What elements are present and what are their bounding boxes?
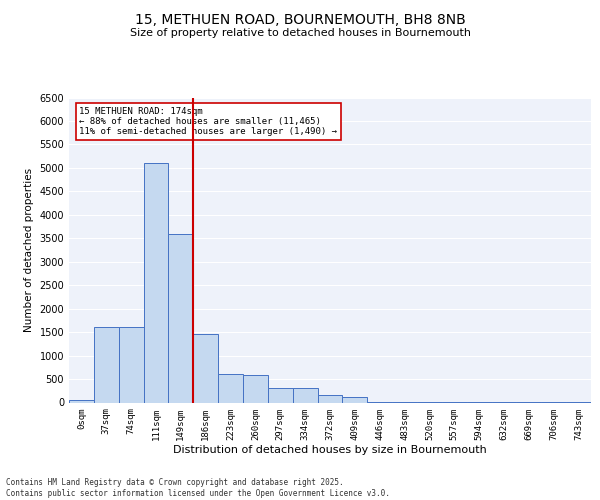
Bar [69, 400, 94, 402]
Bar [218, 374, 243, 402]
Bar [169, 234, 193, 402]
Text: 15 METHUEN ROAD: 174sqm
← 88% of detached houses are smaller (11,465)
11% of sem: 15 METHUEN ROAD: 174sqm ← 88% of detache… [79, 106, 337, 136]
Text: Contains HM Land Registry data © Crown copyright and database right 2025.
Contai: Contains HM Land Registry data © Crown c… [6, 478, 390, 498]
Bar [343, 397, 367, 402]
X-axis label: Distribution of detached houses by size in Bournemouth: Distribution of detached houses by size … [173, 445, 487, 455]
Bar [293, 388, 317, 402]
Bar [268, 388, 293, 402]
Bar [243, 376, 268, 402]
Bar [143, 163, 169, 402]
Y-axis label: Number of detached properties: Number of detached properties [24, 168, 34, 332]
Bar [193, 334, 218, 402]
Text: 15, METHUEN ROAD, BOURNEMOUTH, BH8 8NB: 15, METHUEN ROAD, BOURNEMOUTH, BH8 8NB [134, 12, 466, 26]
Bar [119, 328, 143, 402]
Bar [317, 396, 343, 402]
Text: Size of property relative to detached houses in Bournemouth: Size of property relative to detached ho… [130, 28, 470, 38]
Bar [94, 328, 119, 402]
